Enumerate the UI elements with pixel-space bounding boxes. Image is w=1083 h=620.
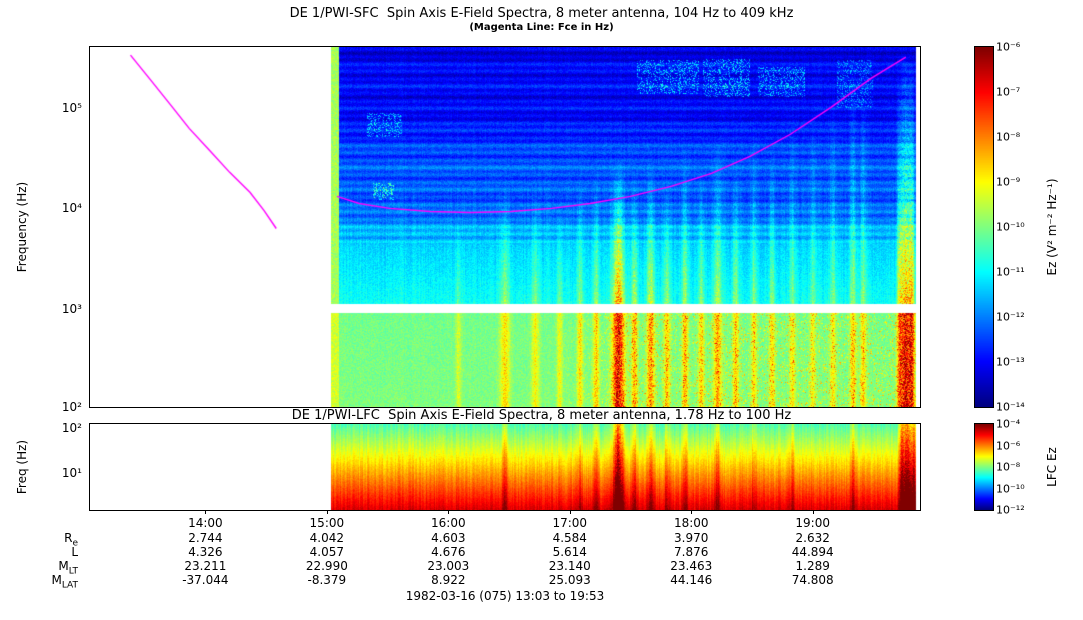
sfc-colorbar-tick-label: 10⁻⁸ [996,130,1021,144]
sfc-colorbar-tick-label: 10⁻⁷ [996,85,1021,99]
lfc-colorbar-tick-label: 10⁻⁸ [996,460,1021,474]
lfc-spectrogram-canvas [90,424,920,510]
ephemeris-value: 4.603 [431,531,466,545]
lfc-y-axis-label: Freq (Hz) [15,439,29,495]
lfc-y-tick-label: 10¹ [61,466,82,481]
ephemeris-value: 44.146 [670,573,713,587]
ephemeris-value: 5.614 [552,545,587,559]
lfc-colorbar-tick-label: 10⁻¹⁰ [996,482,1025,495]
lfc-y-tick-label: 10² [61,421,82,435]
sfc-y-tick-label: 10³ [61,301,82,316]
sfc-colorbar-tick-label: 10⁻¹⁰ [996,220,1025,234]
ephemeris-value: 8.922 [431,573,466,587]
sfc-subtitle: (Magenta Line: Fce in Hz) [469,22,614,33]
sfc-y-axis-label: Frequency (Hz) [15,181,29,273]
ephemeris-value: -8.379 [307,573,347,587]
ephemeris-value: 4.584 [552,531,587,545]
ephemeris-value: 4.042 [309,531,345,545]
ephemeris-row-label: L [71,545,78,559]
ephemeris-value: 2.744 [188,531,223,545]
sfc-y-tick-label: 10⁵ [61,101,82,116]
x-tick-mark [448,510,450,514]
ephemeris-value: 4.326 [188,545,223,559]
ephemeris-value: 4.057 [309,545,345,559]
x-tick-mark [691,510,693,514]
lfc-colorbar-tick-label: 10⁻⁶ [996,439,1021,452]
ephemeris-value: 74.808 [791,573,834,587]
x-tick-label: 15:00 [309,516,345,530]
lfc-title: DE 1/PWI-LFC Spin Axis E-Field Spectra, … [291,408,792,423]
lfc-colorbar-frame [974,423,994,511]
sfc-colorbar-label: Ez (V² m⁻² Hz⁻¹) [1045,178,1059,276]
ephemeris-value: 23.211 [184,559,227,573]
lfc-plot-frame [89,423,921,511]
sfc-plot-frame [89,46,921,408]
ephemeris-value: 22.990 [305,559,348,573]
sfc-title: DE 1/PWI-SFC Spin Axis E-Field Spectra, … [289,6,794,21]
x-tick-mark [205,510,207,514]
x-tick-label: 19:00 [795,516,830,530]
ephemeris-row-label: MLAT [51,573,78,591]
x-tick-mark [812,510,814,514]
sfc-colorbar-tick-label: 10⁻⁹ [996,175,1021,189]
sfc-colorbar-tick-label: 10⁻¹² [996,310,1025,324]
ephemeris-value: 44.894 [791,545,834,559]
ephemeris-value: 23.003 [427,559,470,573]
ephemeris-value: 23.463 [670,559,713,573]
sfc-colorbar-tick-label: 10⁻¹¹ [996,265,1025,279]
ephemeris-row-label: Re [64,531,78,549]
ephemeris-value: 2.632 [795,531,830,545]
x-tick-label: 18:00 [673,516,709,530]
ephemeris-value: 7.876 [674,545,709,559]
sfc-spectrogram-canvas [90,47,920,407]
ephemeris-value: 3.970 [674,531,709,545]
x-tick-label: 14:00 [188,516,223,530]
ephemeris-value: -37.044 [182,573,229,587]
ephemeris-row-label: MLT [58,559,78,577]
x-tick-label: 17:00 [552,516,588,530]
ephemeris-value: 23.140 [548,559,591,573]
sfc-y-tick-label: 10² [61,400,82,414]
ephemeris-value: 4.676 [431,545,466,559]
sfc-colorbar-tick-label: 10⁻¹³ [996,355,1025,369]
sfc-colorbar-frame [974,46,994,408]
sfc-colorbar-tick-label: 10⁻¹⁴ [996,400,1025,414]
ephemeris-value: 25.093 [548,573,591,587]
sfc-y-tick-label: 10⁴ [61,201,82,216]
x-tick-mark [326,510,328,514]
lfc-colorbar-canvas [975,424,993,510]
x-tick-label: 16:00 [431,516,466,530]
ephemeris-value: 1.289 [795,559,830,573]
lfc-colorbar-tick-label: 10⁻¹² [996,503,1025,517]
sfc-colorbar-canvas [975,47,993,407]
lfc-colorbar-tick-label: 10⁻⁴ [996,417,1021,431]
x-tick-mark [569,510,571,514]
lfc-colorbar-label: LFC Ez [1045,447,1059,487]
sfc-colorbar-tick-label: 10⁻⁶ [996,40,1021,54]
time-range-footer: 1982-03-16 (075) 13:03 to 19:53 [405,589,605,603]
